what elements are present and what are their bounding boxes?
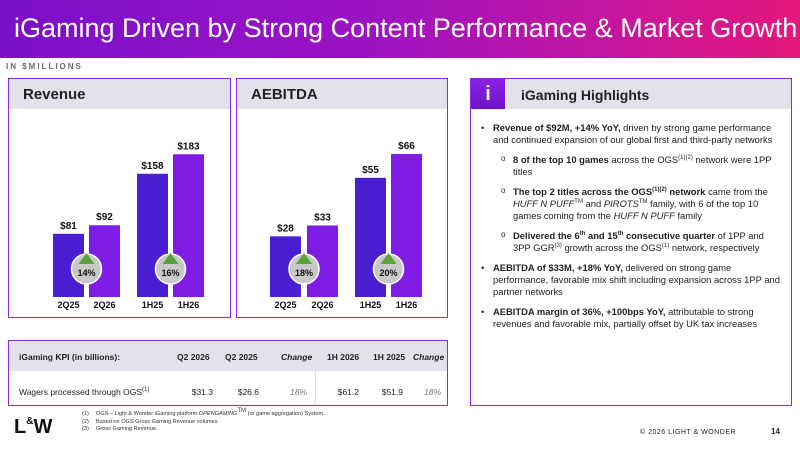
aebitda-category-label-2q25: 2Q25 [274, 300, 296, 310]
revenue-panel-header: Revenue [9, 79, 230, 109]
company-logo: L&W [14, 416, 53, 438]
highlights-list: Revenue of $92M, +14% YoY, driven by str… [481, 122, 781, 338]
kpi-row-label: Wagers processed through OGS(1) [19, 387, 150, 397]
list-item: Revenue of $92M, +14% YoY, driven by str… [481, 122, 781, 146]
kpi-header-row: iGaming KPI (in billions): Q2 2026 Q2 20… [9, 341, 447, 371]
revenue-value-label-1h26: $183 [177, 141, 200, 152]
revenue-growth-label-0: 14% [77, 268, 95, 278]
aebitda-growth-up-arrow-icon-1 [380, 253, 397, 264]
revenue-panel-title: Revenue [23, 86, 86, 103]
kpi-change-h-value: 18% [423, 387, 441, 397]
aebitda-category-label-1h25: 1H25 [360, 300, 382, 310]
aebitda-growth-label-0: 18% [295, 268, 313, 278]
aebitda-growth-label-1: 20% [379, 268, 397, 278]
kpi-change-q-value: 18% [289, 387, 307, 397]
footnote-3: (3) Gross Gaming Revenue. [82, 426, 158, 433]
list-item: Delivered the 6th and 15th consecutive q… [481, 229, 781, 254]
kpi-header-q2-2026: Q2 2026 [177, 352, 210, 362]
footnote-1: (1) OGS – Light & Wonder iGaming platform… [82, 408, 325, 417]
copyright: © 2026 LIGHT & WONDER [640, 429, 737, 436]
units-subheading: IN $MILLIONS [6, 62, 83, 71]
aebitda-category-label-2q26: 2Q26 [311, 300, 333, 310]
aebitda-panel: AEBITDA $28 2Q25 $33 2Q26 $55 1H25 $66 1H26 18% 2… [236, 78, 448, 318]
revenue-category-label-1h26: 1H26 [178, 300, 200, 310]
revenue-chart: $81 2Q25 $92 2Q26 $158 1H25 $183 1H26 14% 16% [53, 141, 204, 310]
info-icon: i [471, 79, 505, 109]
kpi-header-q2-2025: Q2 2025 [225, 352, 258, 362]
kpi-header-1h-2026: 1H 2026 [327, 352, 360, 362]
title-banner: iGaming Driven by Strong Content Perform… [0, 0, 800, 58]
aebitda-value-label-1h26: $66 [398, 141, 415, 152]
kpi-divider [315, 371, 316, 405]
kpi-1h-2025-value: $51.9 [381, 387, 403, 397]
revenue-category-label-2q26: 2Q26 [93, 300, 115, 310]
aebitda-value-label-2q25: $28 [277, 223, 294, 234]
revenue-growth-up-arrow-icon-1 [162, 253, 179, 264]
highlights-title: iGaming Highlights [521, 87, 650, 103]
kpi-header-1h-2025: 1H 2025 [373, 352, 406, 362]
aebitda-growth-up-arrow-icon-0 [296, 253, 312, 264]
footnote-2: (2) Based on OGS Gross Gaming Revenue vol… [82, 418, 220, 425]
aebitda-chart: $28 2Q25 $33 2Q26 $55 1H25 $66 1H26 18% 20% [270, 141, 422, 310]
revenue-value-label-2q26: $92 [96, 212, 113, 223]
kpi-header-label: iGaming KPI (in billions): [19, 352, 121, 362]
list-item: 8 of the top 10 games across the OGS(1)(… [481, 153, 781, 178]
list-item: AEBITDA of $33M, +18% YoY, delivered on … [481, 262, 781, 298]
kpi-1h-2026-value: $61.2 [337, 387, 359, 397]
footnotes: (1) OGS – Light & Wonder iGaming platform… [82, 408, 325, 434]
aebitda-value-label-2q26: $33 [314, 213, 331, 224]
revenue-growth-up-arrow-icon-0 [78, 253, 95, 264]
revenue-value-label-1h25: $158 [141, 161, 164, 172]
highlights-panel: i iGaming Highlights Revenue of $92M, +1… [470, 78, 792, 406]
highlights-header: i iGaming Highlights [471, 79, 791, 109]
page-number: 14 [771, 427, 780, 436]
revenue-growth-label-1: 16% [161, 268, 179, 278]
revenue-category-label-1h25: 1H25 [142, 300, 164, 310]
aebitda-panel-title: AEBITDA [251, 86, 318, 103]
kpi-q2-2025-value: $26.6 [237, 387, 259, 397]
aebitda-panel-header: AEBITDA [237, 79, 447, 109]
aebitda-value-label-1h25: $55 [362, 165, 379, 176]
page-title: iGaming Driven by Strong Content Perform… [14, 13, 798, 43]
aebitda-category-label-1h26: 1H26 [396, 300, 418, 310]
revenue-panel: Revenue $81 2Q25 $92 2Q26 $158 1H25 $183 1H26 14… [8, 78, 231, 318]
revenue-category-label-2q25: 2Q25 [57, 300, 79, 310]
kpi-header-change-h: Change [413, 352, 445, 362]
kpi-q2-2026-value: $31.3 [191, 387, 213, 397]
revenue-value-label-2q25: $81 [60, 221, 77, 232]
list-item: AEBITDA margin of 36%, +100bps YoY, attr… [481, 306, 781, 330]
list-item: The top 2 titles across the OGS(1)(2) ne… [481, 185, 781, 222]
kpi-header-change-q: Change [281, 352, 313, 362]
kpi-table: iGaming KPI (in billions): Q2 2026 Q2 20… [8, 340, 448, 406]
